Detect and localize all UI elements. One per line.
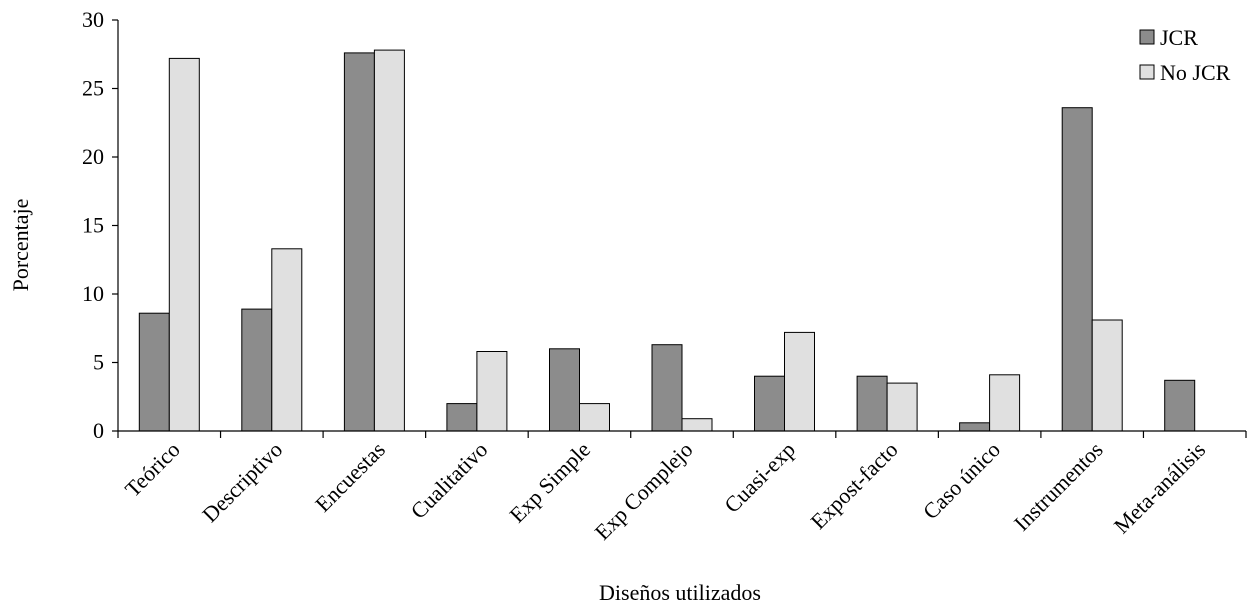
legend-label-1: No JCR xyxy=(1160,60,1231,85)
bar-no-jcr-1 xyxy=(271,248,303,432)
legend-label-0: JCR xyxy=(1160,25,1198,50)
bar-jcr-7 xyxy=(856,375,888,432)
y-tick-label-0: 0 xyxy=(93,418,104,443)
bar-jcr-8 xyxy=(959,422,991,432)
bar-no-jcr-8 xyxy=(989,374,1021,432)
bar-no-jcr-6 xyxy=(784,331,815,432)
y-tick-label-5: 25 xyxy=(82,76,104,101)
bar-jcr-10 xyxy=(1164,379,1196,432)
legend-swatch-0 xyxy=(1139,29,1155,45)
y-tick-label-3: 15 xyxy=(82,213,104,238)
bar-no-jcr-2 xyxy=(373,49,405,432)
x-tick-label-0: Teórico xyxy=(120,437,185,502)
y-axis-title: Porcentaje xyxy=(8,199,33,292)
bar-jcr-1 xyxy=(241,308,273,432)
y-tick-label-2: 10 xyxy=(82,281,104,306)
x-tick-label-2: Encuestas xyxy=(310,437,390,517)
bar-no-jcr-4 xyxy=(579,403,610,432)
y-tick-label-6: 30 xyxy=(82,7,104,32)
bar-no-jcr-7 xyxy=(886,382,918,432)
y-tick-label-4: 20 xyxy=(82,144,104,169)
x-tick-label-5: Exp Complejo xyxy=(590,437,698,545)
bar-jcr-6 xyxy=(754,375,785,432)
bar-jcr-4 xyxy=(549,348,580,432)
legend-swatch-1 xyxy=(1139,64,1155,80)
x-tick-label-7: Expost-facto xyxy=(805,437,902,534)
x-tick-label-6: Cuasi-exp xyxy=(719,437,800,518)
bar-no-jcr-9 xyxy=(1091,319,1123,432)
bar-no-jcr-3 xyxy=(476,351,508,432)
x-tick-label-3: Cualitativo xyxy=(406,437,493,524)
x-tick-label-8: Caso único xyxy=(918,437,1005,524)
bar-jcr-5 xyxy=(651,344,683,432)
legend: JCR No JCR xyxy=(1139,25,1231,85)
bar-no-jcr-5 xyxy=(681,418,713,432)
bar-jcr-9 xyxy=(1061,107,1093,432)
bar-no-jcr-0 xyxy=(168,57,200,432)
bar-jcr-0 xyxy=(138,312,170,432)
x-tick-label-10: Meta-análisis xyxy=(1109,437,1210,538)
x-axis-title: Diseños utilizados xyxy=(599,580,761,605)
x-tick-label-4: Exp Simple xyxy=(504,437,595,528)
bar-jcr-2 xyxy=(343,52,375,432)
y-tick-label-1: 5 xyxy=(93,350,104,375)
bar-jcr-3 xyxy=(446,403,478,432)
x-tick-label-9: Instrumentos xyxy=(1009,437,1108,536)
bars-layer xyxy=(138,49,1196,432)
x-tick-label-1: Descriptivo xyxy=(197,437,287,527)
